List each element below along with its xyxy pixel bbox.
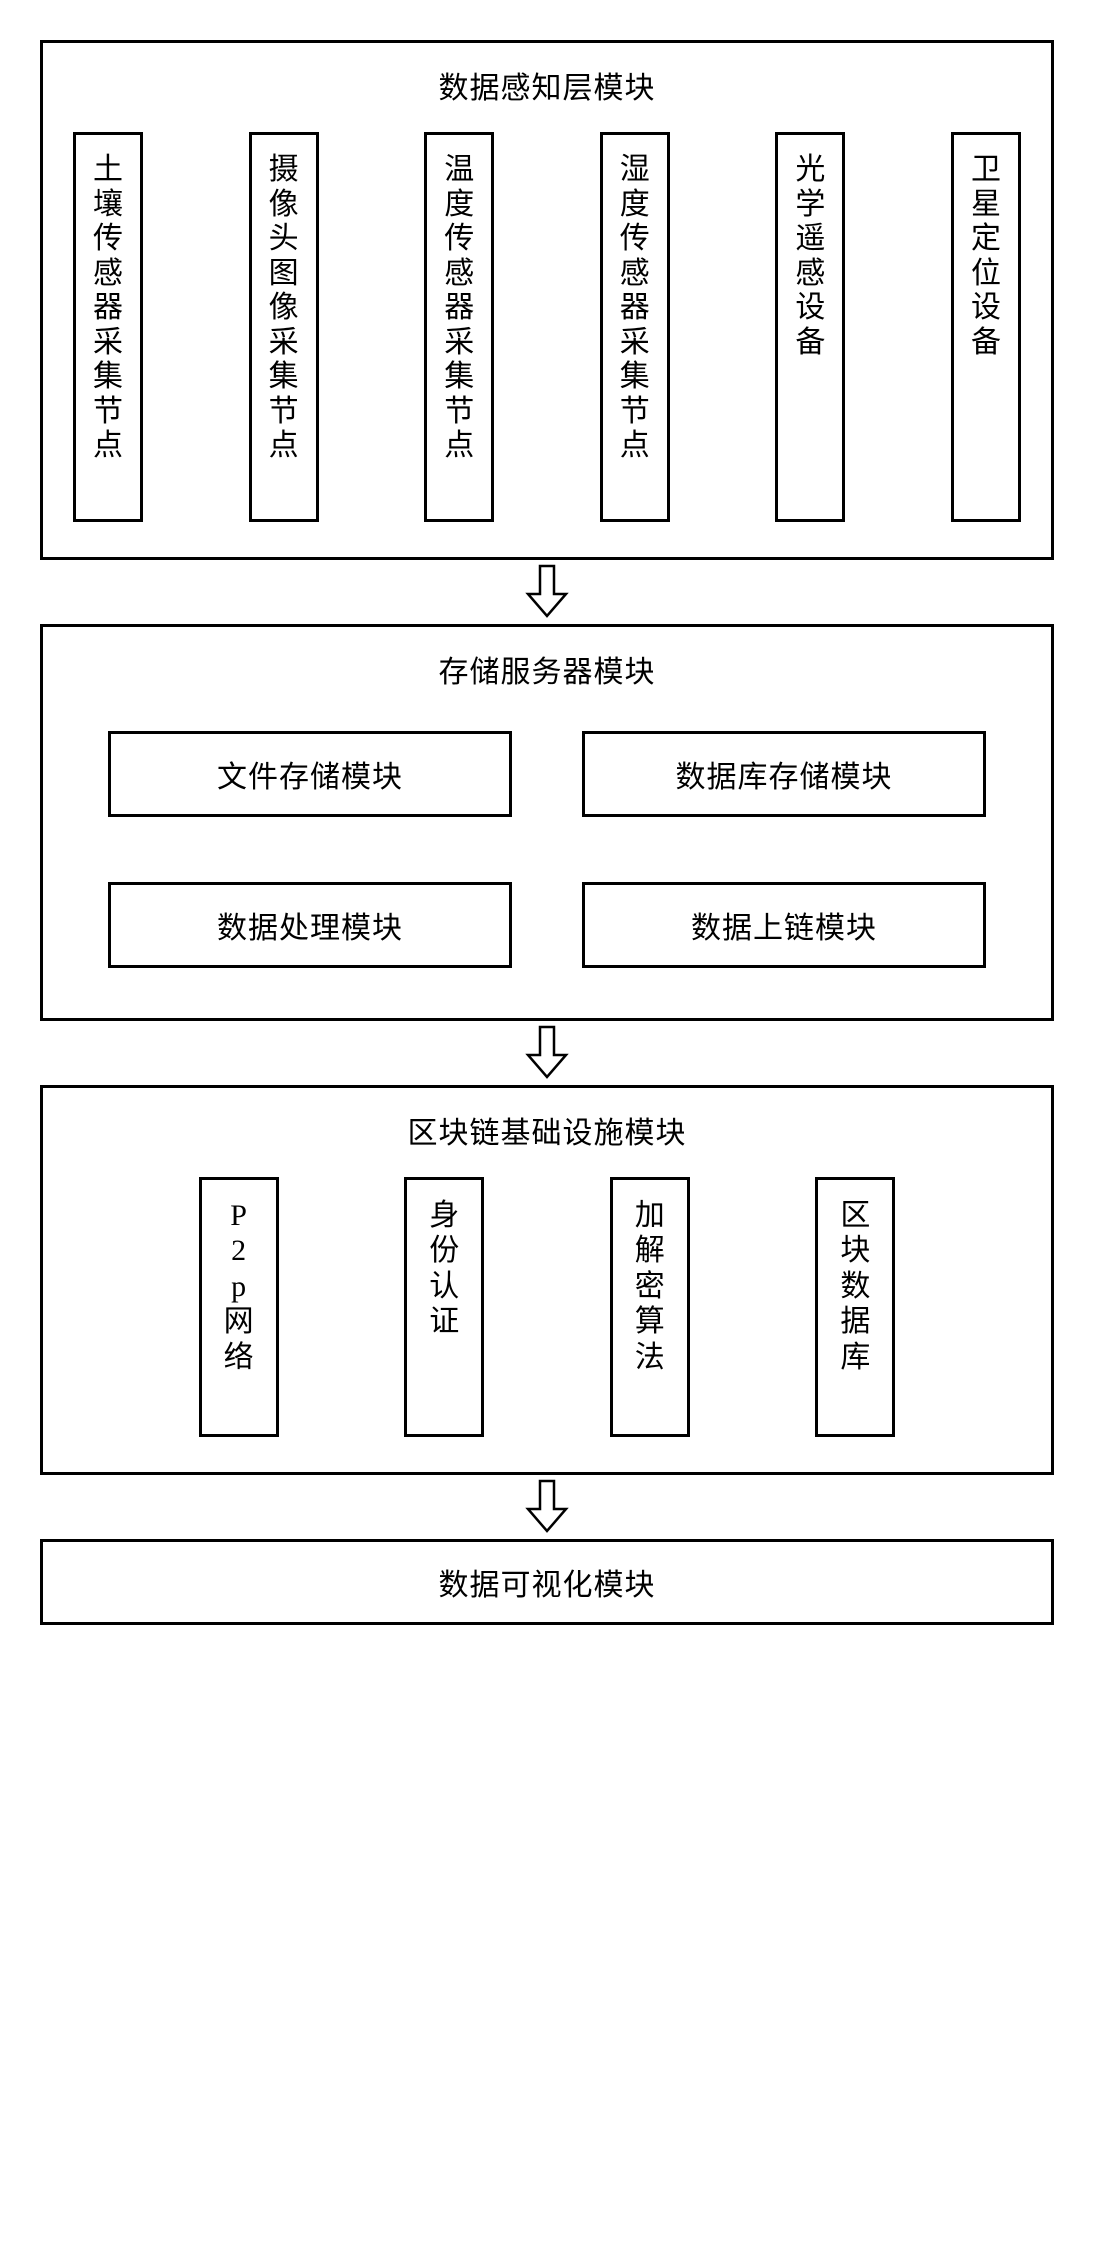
- humidity-sensor-label: 湿度传感器采集节点: [620, 153, 650, 464]
- visualization-title: 数据可视化模块: [439, 1569, 656, 1602]
- block-db-box: 区块数据库: [815, 1177, 895, 1437]
- optical-remote-label: 光学遥感设备: [795, 153, 825, 360]
- soil-sensor-box: 土壤传感器采集节点: [73, 132, 143, 522]
- temperature-sensor-box: 温度传感器采集节点: [424, 132, 494, 522]
- satellite-positioning-box: 卫星定位设备: [951, 132, 1021, 522]
- storage-grid: 文件存储模块 数据库存储模块 数据处理模块 数据上链模块: [73, 716, 1021, 983]
- satellite-positioning-label: 卫星定位设备: [971, 153, 1001, 360]
- crypto-algo-box: 加解密算法: [610, 1177, 690, 1437]
- data-processing-box: 数据处理模块: [108, 882, 512, 968]
- humidity-sensor-box: 湿度传感器采集节点: [600, 132, 670, 522]
- down-arrow-icon: [524, 1479, 570, 1535]
- perception-layer-module: 数据感知层模块 土壤传感器采集节点 摄像头图像采集节点 温度传感器采集节点 湿度…: [40, 40, 1054, 560]
- block-db-label: 区块数据库: [840, 1198, 870, 1375]
- blockchain-title: 区块链基础设施模块: [73, 1108, 1021, 1152]
- p2p-network-box: P2p网络: [199, 1177, 279, 1437]
- blockchain-infra-module: 区块链基础设施模块 P2p网络 身份认证 加解密算法 区块数据库: [40, 1085, 1054, 1475]
- perception-title: 数据感知层模块: [73, 63, 1021, 107]
- arrow-3: [40, 1479, 1054, 1535]
- database-storage-box: 数据库存储模块: [582, 731, 986, 817]
- storage-title: 存储服务器模块: [73, 647, 1021, 691]
- visualization-module: 数据可视化模块: [40, 1539, 1054, 1625]
- camera-image-box: 摄像头图像采集节点: [249, 132, 319, 522]
- storage-server-module: 存储服务器模块 文件存储模块 数据库存储模块 数据处理模块 数据上链模块: [40, 624, 1054, 1021]
- crypto-algo-label: 加解密算法: [635, 1198, 665, 1375]
- camera-image-label: 摄像头图像采集节点: [269, 153, 299, 464]
- optical-remote-box: 光学遥感设备: [775, 132, 845, 522]
- blockchain-row: P2p网络 身份认证 加解密算法 区块数据库: [73, 1177, 1021, 1437]
- arrow-1: [40, 564, 1054, 620]
- identity-auth-box: 身份认证: [404, 1177, 484, 1437]
- identity-auth-label: 身份认证: [429, 1198, 459, 1340]
- soil-sensor-label: 土壤传感器采集节点: [93, 153, 123, 464]
- p2p-network-label: P2p网络: [224, 1198, 254, 1375]
- down-arrow-icon: [524, 564, 570, 620]
- file-storage-box: 文件存储模块: [108, 731, 512, 817]
- down-arrow-icon: [524, 1025, 570, 1081]
- arrow-2: [40, 1025, 1054, 1081]
- perception-boxes-row: 土壤传感器采集节点 摄像头图像采集节点 温度传感器采集节点 湿度传感器采集节点 …: [73, 132, 1021, 522]
- data-onchain-box: 数据上链模块: [582, 882, 986, 968]
- temperature-sensor-label: 温度传感器采集节点: [444, 153, 474, 464]
